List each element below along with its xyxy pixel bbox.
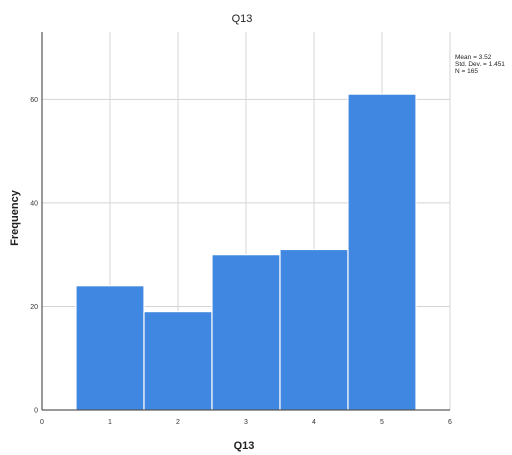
bar xyxy=(211,254,281,411)
bar xyxy=(279,248,349,411)
y-tick-label: 20 xyxy=(30,304,38,311)
chart-title: Q13 xyxy=(232,13,253,25)
x-tick-label: 3 xyxy=(244,419,248,426)
stats-box: Mean = 3.52 Std. Dev. = 1.451 N = 165 xyxy=(455,54,505,75)
stat-std-dev: Std. Dev. = 1.451 xyxy=(455,61,505,68)
stat-mean: Mean = 3.52 xyxy=(455,54,492,61)
y-tick-labels: 0 20 40 60 xyxy=(30,97,38,415)
x-tick-labels: 0 1 2 3 4 5 6 xyxy=(40,419,452,426)
bar xyxy=(75,285,145,411)
x-tick-label: 4 xyxy=(312,419,316,426)
x-tick-label: 5 xyxy=(380,419,384,426)
bar xyxy=(347,93,417,411)
x-axis-title: Q13 xyxy=(234,440,255,452)
y-tick-label: 60 xyxy=(30,97,38,104)
bar xyxy=(143,311,213,411)
y-tick-label: 0 xyxy=(34,408,38,415)
x-tick-label: 0 xyxy=(40,419,44,426)
stat-n: N = 165 xyxy=(455,68,478,75)
y-axis-title: Frequency xyxy=(9,189,21,246)
x-tick-label: 6 xyxy=(448,419,452,426)
x-tick-label: 2 xyxy=(176,419,180,426)
y-tick-label: 40 xyxy=(30,200,38,207)
x-tick-label: 1 xyxy=(108,419,112,426)
